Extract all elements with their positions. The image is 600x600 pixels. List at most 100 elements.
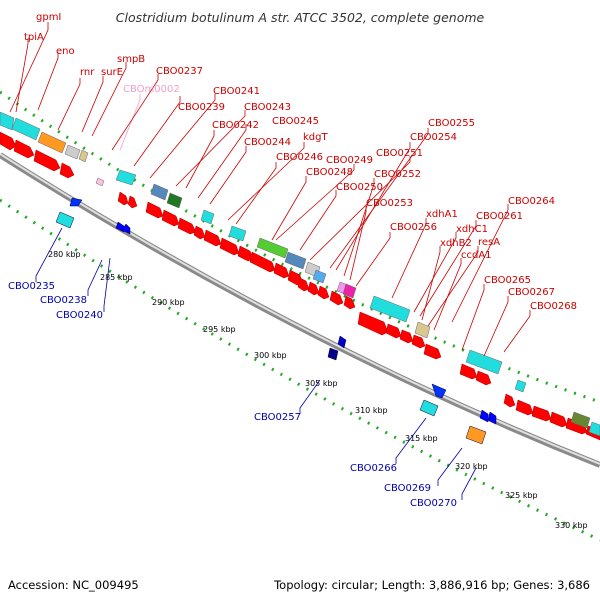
feature-box [37, 131, 67, 154]
gene-label: tpiA [24, 32, 44, 43]
gene-arrow [343, 295, 356, 310]
gene-arrow [411, 334, 426, 349]
gene-arrow [531, 405, 552, 422]
feature-box [200, 209, 215, 225]
gene-arrow [161, 209, 180, 227]
tick-label: 330 kbp [555, 521, 588, 530]
gene-label: CBO0267 [508, 287, 555, 298]
gene-label: kdgT [303, 132, 328, 143]
gene-arrow [249, 251, 276, 273]
inner-dotted-line [0, 198, 600, 542]
tick-label: 280 kbp [48, 250, 81, 259]
gene-label: CBO0241 [213, 86, 260, 97]
gene-arrow [317, 285, 330, 300]
feature-box [465, 349, 503, 375]
gene-arrow [297, 277, 310, 292]
feature-box [0, 111, 15, 131]
feature-box [570, 411, 591, 429]
gene-label: CBO0246 [276, 152, 323, 163]
reverse-gene-arrow [327, 347, 339, 361]
tick-label: 290 kbp [152, 298, 185, 307]
gene-arrow [59, 162, 75, 179]
accession-text: Accession: NC_009495 [8, 578, 139, 592]
gene-label: CBO0252 [374, 169, 421, 180]
gene-label: CBO0254 [410, 132, 457, 143]
tick-label: 285 kbp [100, 273, 133, 282]
gene-arrow [219, 237, 240, 256]
gene-label: CBO0245 [272, 116, 319, 127]
gene-label: CBO0242 [212, 120, 259, 131]
feature-box [150, 183, 169, 201]
tick-label: 305 kbp [305, 379, 338, 388]
feature-box [369, 295, 411, 323]
gene-label: rnr [80, 67, 95, 78]
gene-arrow [549, 411, 568, 428]
gene-label: CBO0268 [530, 301, 577, 312]
gene-label: CBO0266 [350, 463, 397, 474]
tick-label: 325 kbp [505, 491, 538, 500]
forward-feature-boxes [0, 111, 600, 437]
gene-label: CBO0244 [244, 137, 291, 148]
topology-text: Topology: circular; Length: 3,886,916 bp… [274, 578, 590, 592]
gene-label: CBO0269 [384, 483, 431, 494]
reverse-gene-arrow [487, 411, 497, 425]
gene-arrow [13, 139, 35, 159]
feature-box [312, 269, 327, 284]
gene-label: ccdA1 [461, 250, 492, 261]
gene-label: smpB [117, 54, 145, 65]
scale-ticks: 280 kbp 285 kbp 290 kbp 295 kbp 300 kbp … [48, 250, 588, 530]
feature-box [284, 251, 307, 270]
gene-arrow [177, 217, 197, 235]
gene-arrow [193, 225, 206, 240]
reverse-gene-arrow [69, 197, 83, 207]
gene-label: surE [101, 67, 123, 78]
reverse-feature-track [55, 197, 497, 445]
gene-arrow [273, 262, 290, 279]
tick-label: 315 kbp [405, 434, 438, 443]
gene-label: xdhB2 [440, 238, 472, 249]
reverse-gene-arrow [337, 335, 347, 349]
gene-label: CBO0238 [40, 295, 87, 306]
gene-label: CBO0253 [366, 198, 413, 209]
gene-label: CBO0235 [8, 281, 55, 292]
gene-label: CBO0243 [244, 102, 291, 113]
gene-labels: gpmI tpiA eno rnr surE smpB CBOm0002 CBO… [8, 12, 577, 509]
gene-arrow [399, 329, 414, 344]
feature-box [419, 399, 439, 417]
gene-label: CBO0256 [390, 222, 437, 233]
gene-arrow [459, 363, 478, 380]
feature-box [95, 177, 105, 187]
gene-label: CBO0248 [306, 167, 353, 178]
map-title: Clostridium botulinum A str. ATCC 3502, … [116, 10, 485, 25]
feature-box [342, 283, 357, 299]
gene-label: CBO0249 [326, 155, 373, 166]
gene-arrow [329, 290, 344, 306]
gene-arrow [503, 393, 516, 408]
gene-label: gpmI [36, 12, 61, 23]
gene-arrow [357, 311, 389, 336]
gene-label: CBO0265 [484, 275, 531, 286]
feature-box [115, 169, 137, 186]
label-leader-lines [9, 22, 531, 500]
gene-label: CBO0270 [410, 498, 457, 509]
tick-label: 320 kbp [455, 462, 488, 471]
rna-label: CBOm0002 [123, 84, 180, 95]
reverse-gene-arrow [121, 223, 131, 235]
gene-arrow [127, 195, 138, 209]
feature-box [228, 225, 247, 242]
gene-label: eno [56, 46, 75, 57]
reverse-gene-arrow [115, 221, 125, 233]
gene-label: CBO0257 [254, 412, 301, 423]
feature-box [465, 425, 487, 445]
gene-arrow [203, 229, 222, 247]
gene-arrow [515, 399, 534, 416]
gene-label: CBO0240 [56, 310, 103, 321]
reverse-gene-arrow [479, 409, 489, 423]
gene-arrow [0, 131, 17, 151]
gene-label: xdhA1 [426, 209, 458, 220]
gene-label: CBO0250 [336, 182, 383, 193]
gene-label: resA [478, 237, 500, 248]
feature-box [588, 421, 600, 437]
outer-dotted-line [0, 90, 600, 404]
feature-box [256, 237, 289, 259]
